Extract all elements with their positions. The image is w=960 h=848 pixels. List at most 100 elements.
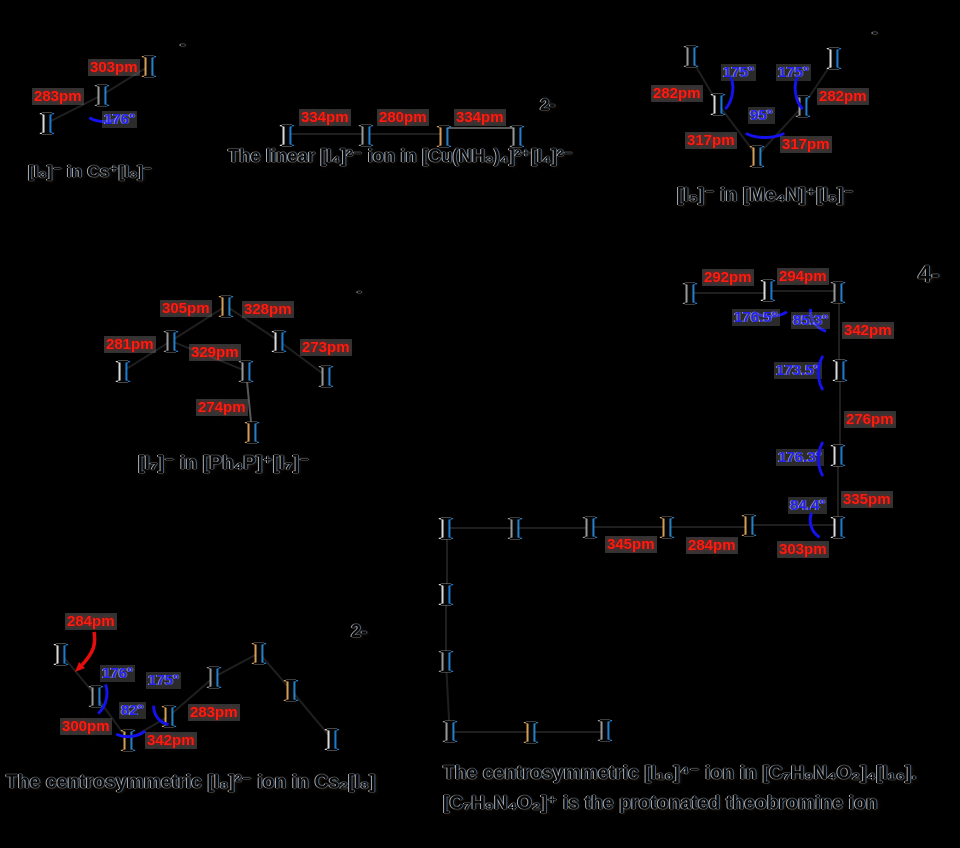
charge-label: - bbox=[872, 24, 878, 41]
iodine-atom: I bbox=[437, 118, 451, 154]
caption-i7: [I₇]⁻ in [Ph₄P]⁺[I₇]⁻ bbox=[138, 453, 310, 474]
iodine-atom: I bbox=[524, 714, 538, 750]
bond-line bbox=[444, 127, 517, 129]
distance-label: 280pm bbox=[377, 109, 429, 126]
distance-label: 334pm bbox=[299, 109, 351, 126]
iodine-atom: I bbox=[252, 635, 266, 671]
angle-arc bbox=[817, 350, 843, 396]
iodine-atom: I bbox=[207, 659, 221, 695]
distance-label: 342pm bbox=[842, 322, 894, 339]
iodine-atom: I bbox=[684, 38, 698, 74]
bond-line bbox=[667, 526, 749, 528]
iodine-atom: I bbox=[711, 86, 725, 122]
distance-label: 282pm bbox=[817, 88, 869, 105]
iodine-atom: I bbox=[319, 358, 333, 394]
iodine-atom: I bbox=[284, 672, 298, 708]
iodine-atom: I bbox=[443, 713, 457, 749]
iodine-atom: I bbox=[831, 509, 845, 545]
angle-label: 176° bbox=[102, 111, 138, 128]
distance-label: 292pm bbox=[702, 269, 754, 286]
caption-i8: The centrosymmetric [I₈]²⁻ ion in Cs₂[I₈… bbox=[6, 772, 376, 793]
distance-label: 274pm bbox=[196, 399, 248, 416]
iodine-atom: I bbox=[121, 722, 135, 758]
angle-label: 175° bbox=[721, 64, 757, 81]
iodine-atom: I bbox=[40, 105, 54, 141]
caption-i3: [I₃]⁻ in Cs⁺[I₃]⁻ bbox=[28, 162, 153, 181]
distance-label: 281pm bbox=[104, 336, 156, 353]
angle-label: 175° bbox=[146, 672, 182, 689]
angle-label: 176.3° bbox=[776, 449, 824, 466]
charge-label: 2- bbox=[540, 95, 556, 114]
bond-line bbox=[287, 133, 366, 135]
distance-label: 328pm bbox=[242, 301, 294, 318]
bond-line bbox=[531, 731, 605, 733]
charge-label: - bbox=[180, 36, 186, 53]
bond-line bbox=[366, 133, 444, 135]
angle-arc bbox=[84, 100, 124, 123]
iodine-atom: I bbox=[439, 643, 453, 679]
distance-label: 305pm bbox=[160, 300, 212, 317]
angle-label: 176.5° bbox=[732, 309, 780, 326]
distance-label: 317pm bbox=[780, 136, 832, 153]
iodine-atom: I bbox=[598, 712, 612, 748]
angle-arc bbox=[747, 290, 793, 318]
iodine-atom: I bbox=[439, 510, 453, 546]
distance-label: 334pm bbox=[454, 109, 506, 126]
distance-arrow bbox=[75, 631, 97, 672]
iodine-atom: I bbox=[439, 576, 453, 612]
distance-label: 282pm bbox=[651, 85, 703, 102]
angle-label: 82° bbox=[119, 702, 146, 719]
angle-label: 85.3° bbox=[791, 312, 831, 329]
iodine-atom: I bbox=[325, 721, 339, 757]
bond-line bbox=[749, 524, 838, 526]
iodine-atom: I bbox=[683, 275, 697, 311]
iodine-atom: I bbox=[280, 117, 294, 153]
bond-line bbox=[515, 527, 590, 529]
bond-line bbox=[590, 526, 667, 528]
distance-label: 283pm bbox=[32, 88, 84, 105]
iodine-atom: I bbox=[742, 507, 756, 543]
caption-i5: [I₅]⁻ in [Me₄N]⁺[I₅]⁻ bbox=[677, 185, 854, 206]
charge-label: 2- bbox=[351, 621, 368, 641]
iodine-atom: I bbox=[796, 88, 810, 124]
iodine-atom: I bbox=[142, 48, 156, 84]
distance-label: 284pm bbox=[65, 613, 117, 630]
iodine-atom: I bbox=[831, 274, 845, 310]
angle-label: 84.4° bbox=[788, 497, 828, 514]
iodine-atom: I bbox=[239, 353, 253, 389]
distance-label: 303pm bbox=[777, 541, 829, 558]
distance-label: 284pm bbox=[686, 537, 738, 554]
bond-line bbox=[446, 527, 515, 529]
iodine-atom: I bbox=[660, 509, 674, 545]
iodine-atom: I bbox=[162, 698, 176, 734]
distance-label: 335pm bbox=[841, 491, 893, 508]
bond-line bbox=[768, 290, 838, 292]
caption-i16-line1: The centrosymmetric [I₁₆]⁴⁻ ion in [C₇H₉… bbox=[443, 763, 917, 784]
bond-line bbox=[450, 731, 531, 733]
iodine-atom: I bbox=[827, 40, 841, 76]
angle-label: 173.5° bbox=[774, 362, 822, 379]
iodine-atom: I bbox=[54, 636, 68, 672]
iodine-atom: I bbox=[89, 678, 103, 714]
angle-arc bbox=[817, 436, 843, 482]
bond-line bbox=[690, 292, 768, 294]
angle-label: 175° bbox=[776, 64, 812, 81]
iodine-atom: I bbox=[272, 323, 286, 359]
angle-arc bbox=[740, 116, 790, 139]
caption-i16-line2: [C₇H₉N₄O₂]⁺ is the protonated theobromin… bbox=[443, 793, 878, 814]
caption-i4: The linear [I₄]²⁻ ion in [Cu(NH₃)₄]²⁺[I₄… bbox=[228, 146, 574, 166]
iodine-atom: I bbox=[164, 323, 178, 359]
distance-label: 283pm bbox=[188, 704, 240, 721]
distance-label: 345pm bbox=[605, 536, 657, 553]
distance-label: 276pm bbox=[844, 411, 896, 428]
iodine-atom: I bbox=[510, 118, 524, 154]
distance-label: 300pm bbox=[60, 718, 112, 735]
iodine-atom: I bbox=[750, 138, 764, 174]
iodine-atom: I bbox=[359, 117, 373, 153]
iodine-atom: I bbox=[245, 414, 259, 450]
charge-label: - bbox=[357, 283, 362, 299]
iodine-atom: I bbox=[116, 353, 130, 389]
iodine-atom: I bbox=[583, 509, 597, 545]
distance-label: 342pm bbox=[145, 732, 197, 749]
